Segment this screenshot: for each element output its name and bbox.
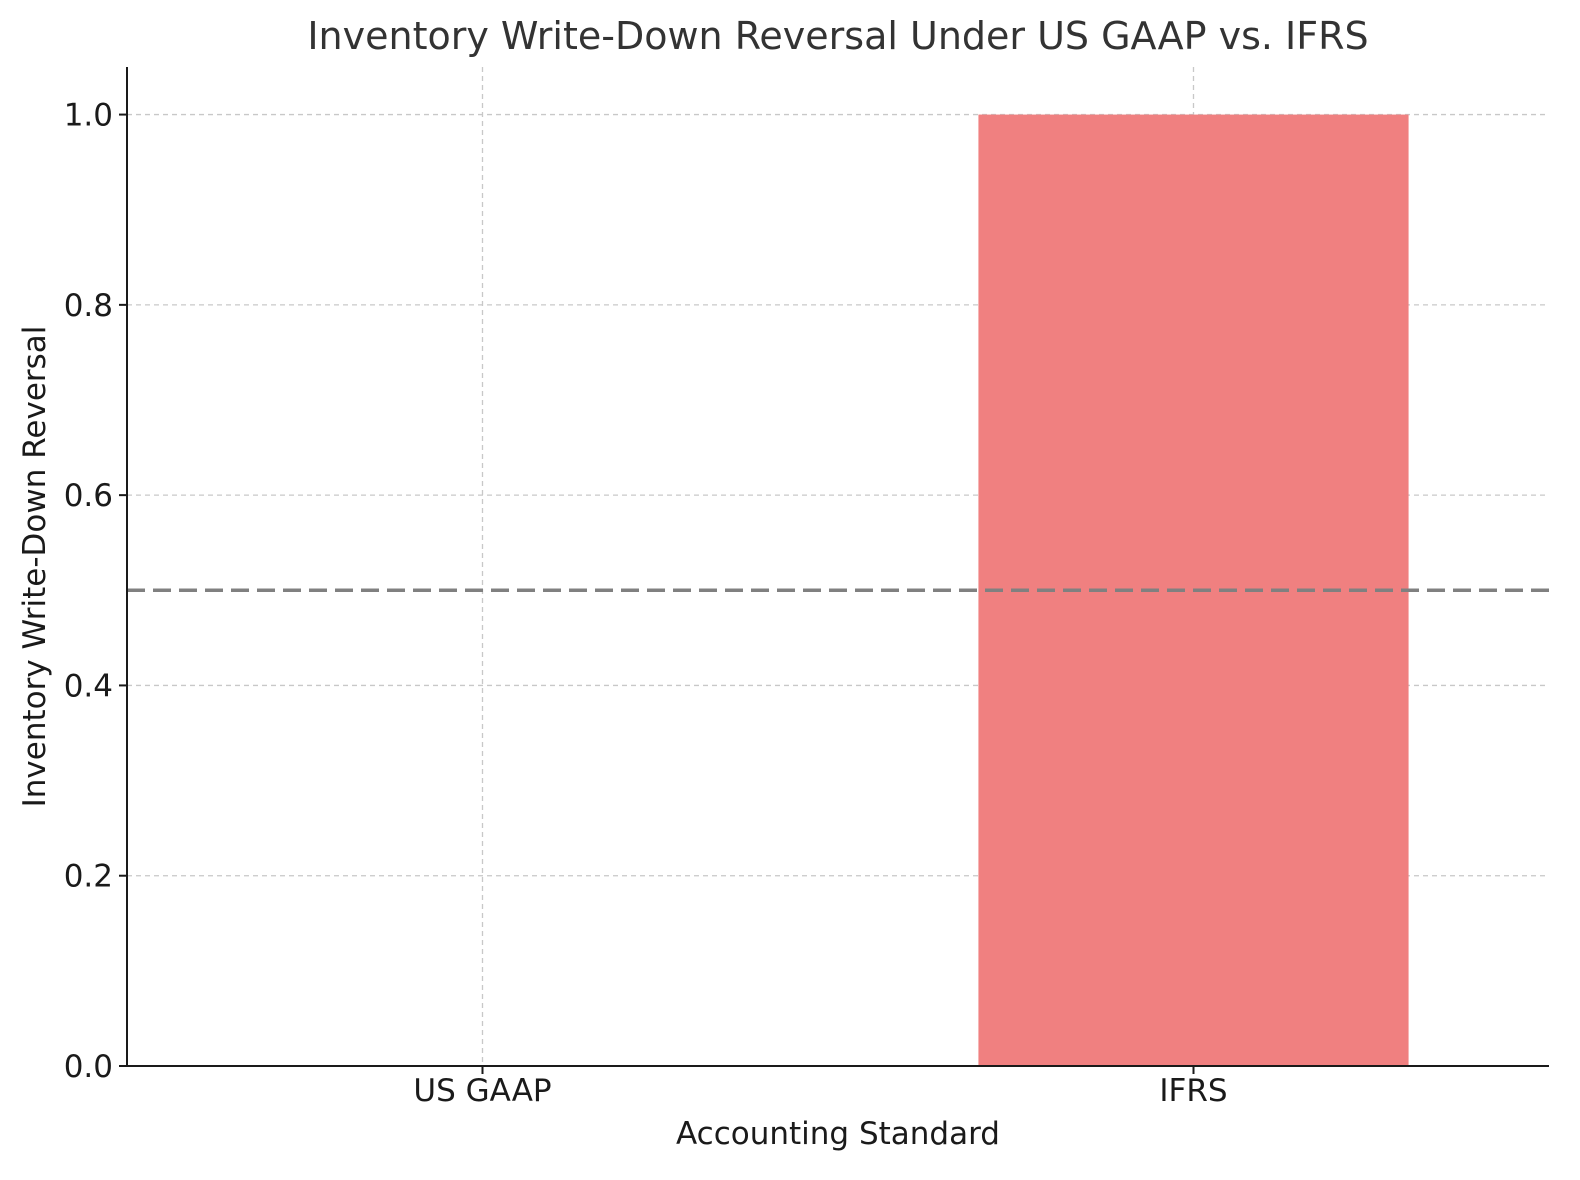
x-axis-label: Accounting Standard bbox=[676, 1116, 1000, 1152]
y-tick-label: 0.2 bbox=[64, 859, 113, 895]
x-tick-label: US GAAP bbox=[413, 1073, 551, 1109]
x-tick-label: IFRS bbox=[1159, 1073, 1227, 1109]
x-ticks: US GAAP IFRS bbox=[413, 1066, 1228, 1109]
y-tick-label: 0.8 bbox=[64, 288, 113, 324]
axes bbox=[126, 67, 1549, 1067]
chart-title: Inventory Write-Down Reversal Under US G… bbox=[307, 14, 1368, 58]
y-tick-label: 0.0 bbox=[64, 1049, 113, 1085]
y-axis-label: Inventory Write-Down Reversal bbox=[17, 326, 53, 808]
y-tick-label: 0.6 bbox=[64, 478, 113, 514]
y-ticks: 0.0 0.2 0.4 0.6 0.8 1.0 bbox=[64, 98, 127, 1085]
y-tick-label: 1.0 bbox=[64, 98, 113, 134]
y-tick-label: 0.4 bbox=[64, 668, 113, 704]
